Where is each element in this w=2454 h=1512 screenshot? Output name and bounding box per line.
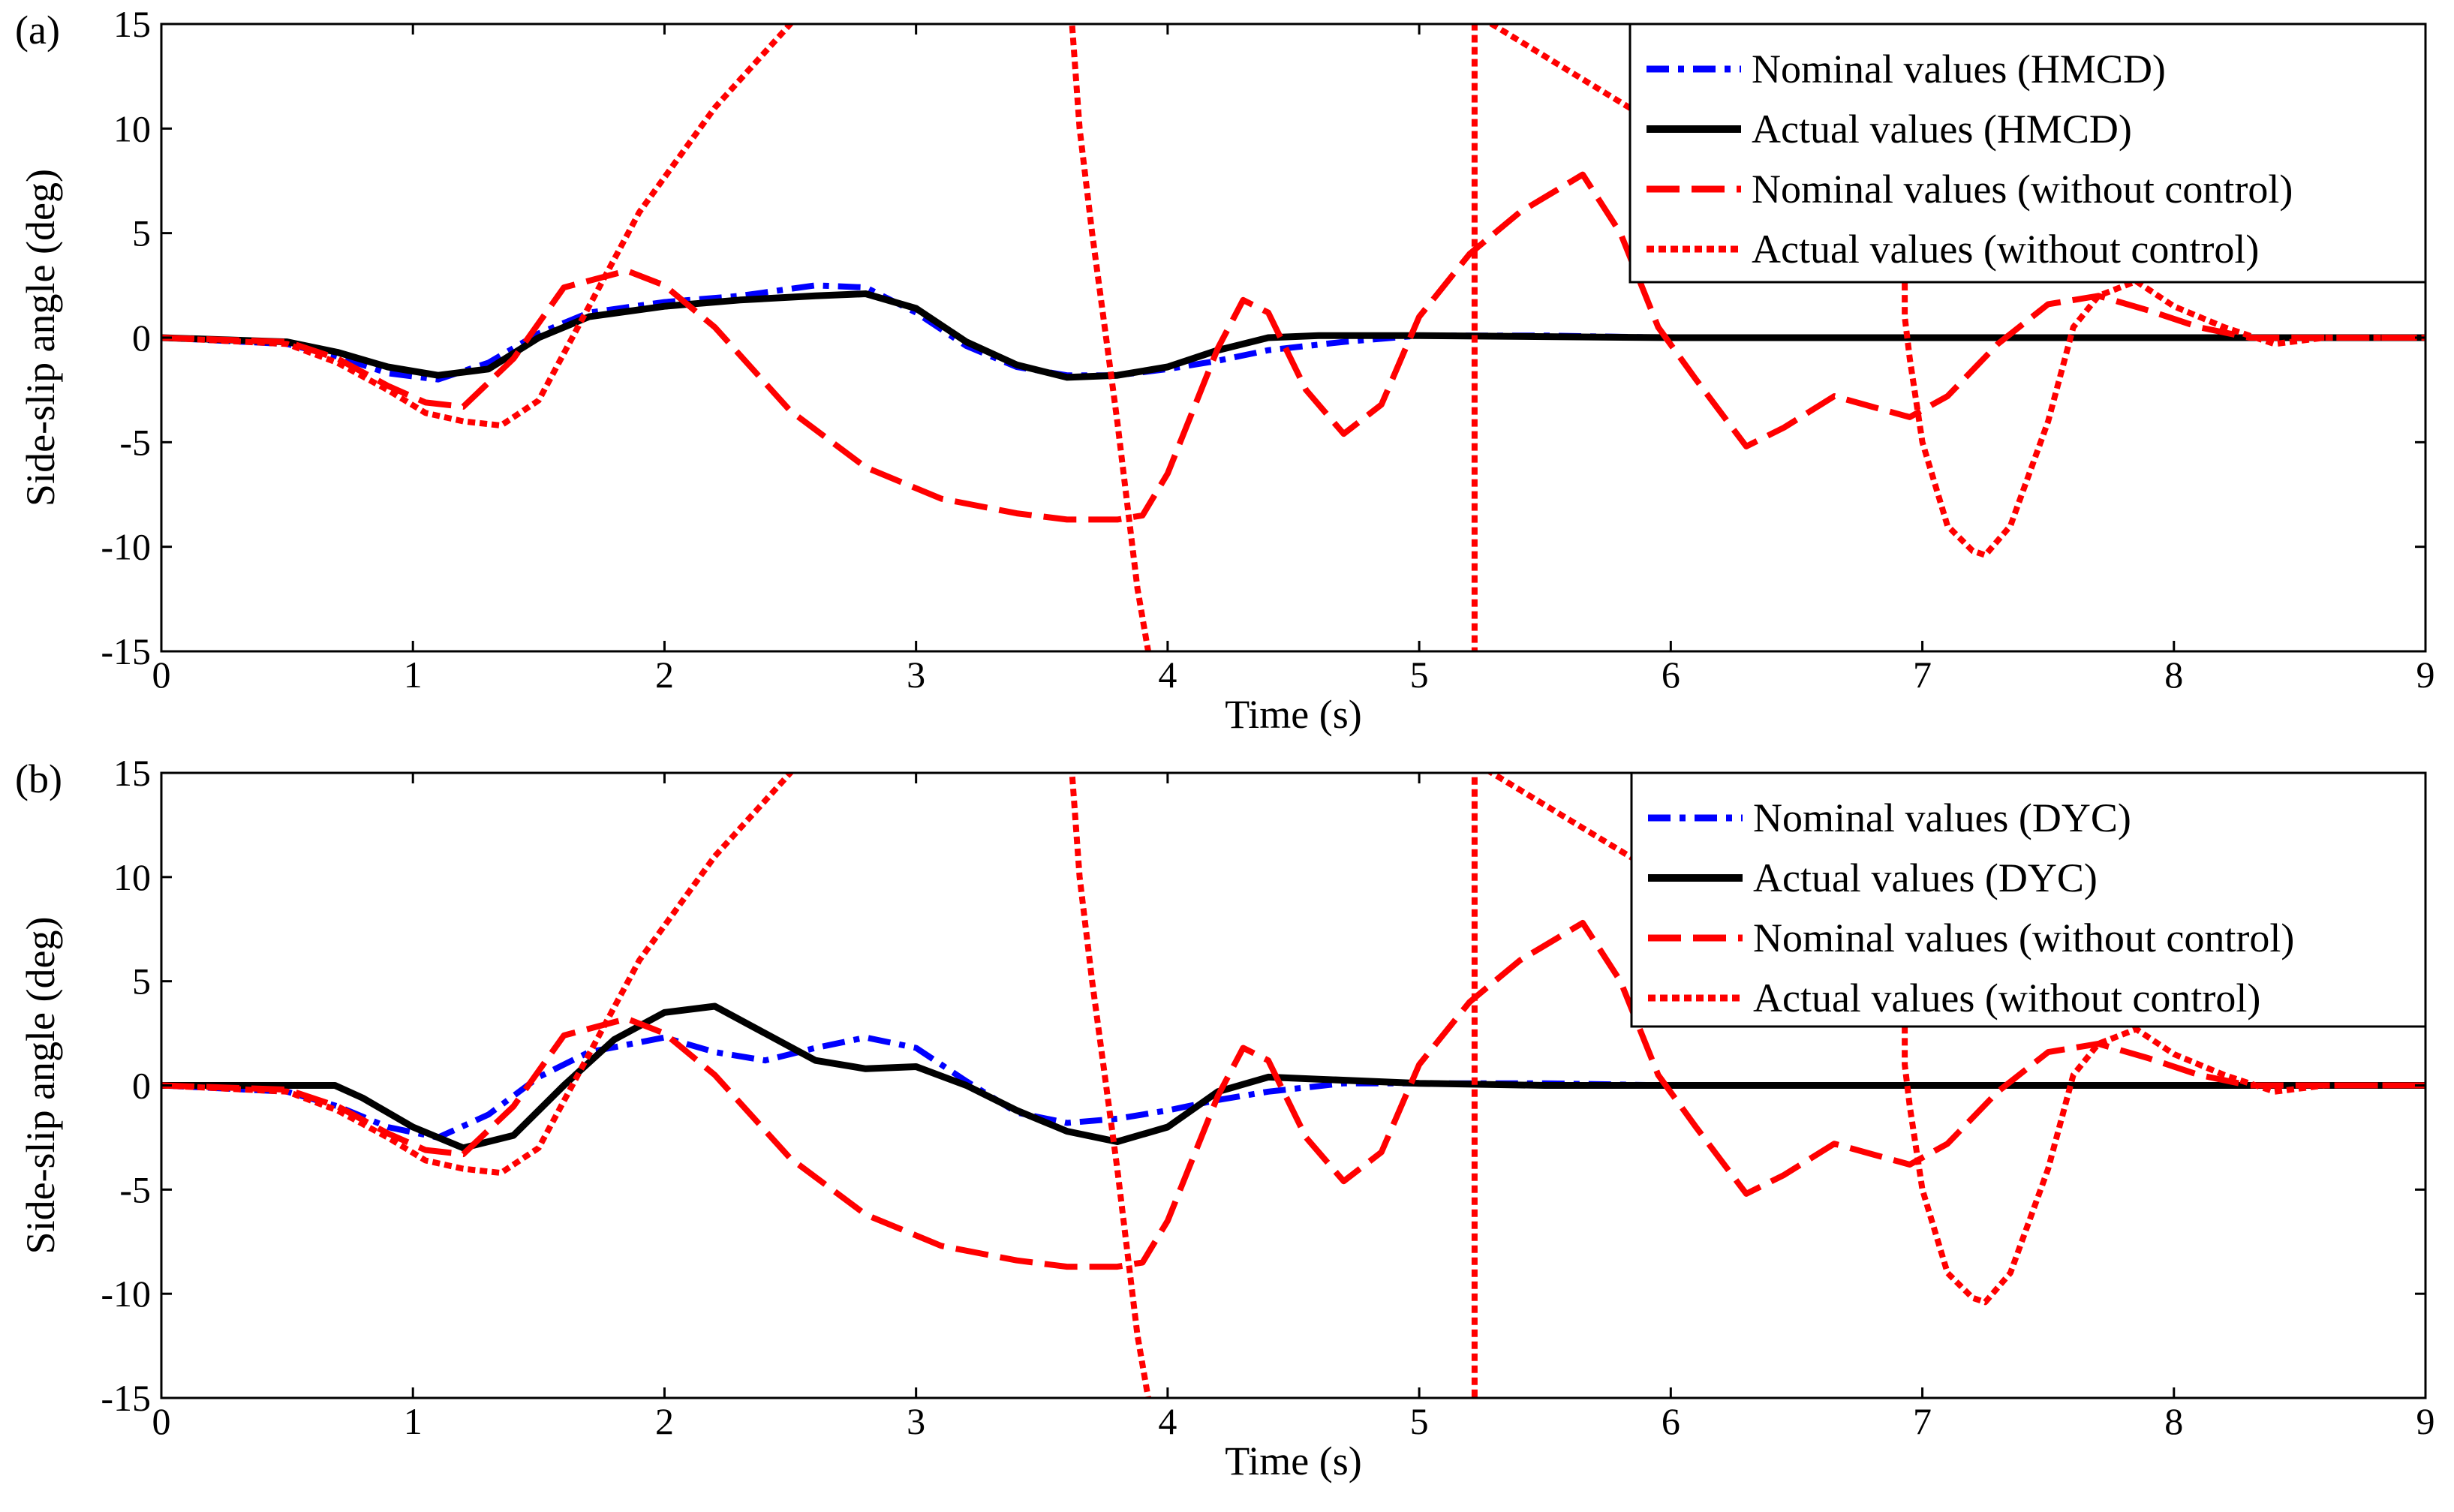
y-tick-label: -10: [101, 526, 151, 568]
x-tick-label: 3: [907, 654, 925, 696]
x-tick-label: 7: [1913, 654, 1932, 696]
y-axis-label: Side-slip angle (deg): [18, 917, 63, 1255]
series-line-3: [161, 773, 2425, 1398]
y-tick-label: 5: [132, 212, 151, 254]
chart-panel-b: 0 1 2 3 4 5 6 7 8 9 -15 -10 -5 0 5 10 15 Time (s) Side-sli…: [15, 752, 2435, 1483]
series-line-1: [161, 1002, 2425, 1152]
legend-label-0: Nominal values (DYC): [1753, 795, 2131, 840]
panel-label: (a): [15, 8, 60, 53]
x-tick-label: 1: [404, 1400, 423, 1442]
series-line-3: [161, 24, 2425, 651]
x-tick-label: 8: [2164, 654, 2183, 696]
y-tick-label: -5: [119, 421, 151, 463]
x-tick-label: 0: [152, 1400, 171, 1442]
series-line-1: [161, 290, 2425, 381]
legend-label-0: Nominal values (HMCD): [1752, 47, 2166, 92]
y-tick-label: -5: [119, 1168, 151, 1210]
legend-label-3: Actual values (without control): [1753, 975, 2260, 1021]
legend-box: [1628, 23, 2427, 284]
legend-label-2: Nominal values (without control): [1753, 915, 2294, 960]
x-tick-label: 5: [1410, 654, 1429, 696]
x-axis-label: Time (s): [1225, 1438, 1362, 1483]
x-tick-label: 9: [2416, 654, 2435, 696]
plot-area: [161, 773, 2425, 1398]
x-axis-label: Time (s): [1225, 692, 1362, 737]
y-tick-label: 0: [132, 1065, 151, 1107]
x-tick-label: 2: [655, 654, 674, 696]
x-tick-label: 6: [1662, 1400, 1680, 1442]
legend-label-2: Nominal values (without control): [1752, 167, 2293, 212]
x-tick-label: 0: [152, 654, 171, 696]
chart-panel-a: 0 1 2 3 4 5 6 7 8 9 -15 -10 -5 0 5 10 15 Time (s) Side-sli…: [15, 3, 2435, 737]
x-tick-label: 6: [1662, 654, 1680, 696]
x-tick-label: 4: [1158, 1400, 1177, 1442]
y-tick-label: 10: [113, 107, 151, 149]
x-tick-label: 9: [2416, 1400, 2435, 1442]
y-axis-label: Side-slip angle (deg): [18, 169, 63, 507]
legend-label-1: Actual values (HMCD): [1752, 107, 2132, 152]
x-tick-label: 3: [907, 1400, 925, 1442]
x-tick-label: 2: [655, 1400, 674, 1442]
y-tick-label: 15: [113, 3, 151, 45]
x-tick-label: 8: [2164, 1400, 2183, 1442]
plot-area: [161, 24, 2425, 651]
x-tick-label: 1: [404, 654, 423, 696]
y-tick-label: 10: [113, 856, 151, 898]
legend: Nominal values (HMCD) Actual values (HMCD…: [1628, 23, 2427, 284]
legend-box: [1630, 771, 2427, 1028]
series-line-0: [161, 282, 2425, 383]
legend-label-1: Actual values (DYC): [1753, 855, 2098, 900]
y-tick-label: -15: [101, 630, 151, 672]
y-tick-label: -10: [101, 1273, 151, 1315]
legend-label-3: Actual values (without control): [1752, 227, 2259, 272]
panel-label: (b): [15, 756, 62, 801]
y-tick-label: -15: [101, 1377, 151, 1419]
x-tick-label: 7: [1913, 1400, 1932, 1442]
x-tick-label: 4: [1158, 654, 1177, 696]
x-tick-label: 5: [1410, 1400, 1429, 1442]
y-tick-label: 15: [113, 752, 151, 794]
y-tick-label: 0: [132, 317, 151, 359]
legend: Nominal values (DYC) Actual values (DYC) N…: [1630, 771, 2427, 1028]
series-line-0: [161, 1034, 2425, 1141]
y-tick-label: 5: [132, 960, 151, 1002]
